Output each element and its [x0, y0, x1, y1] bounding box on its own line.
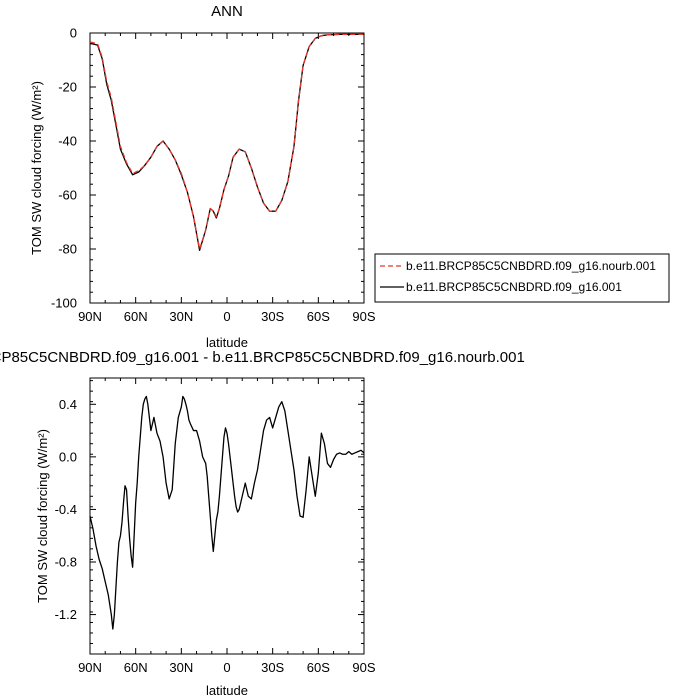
- bottom-x-tick-label: 60S: [307, 660, 330, 675]
- top-y-tick-label: -100: [51, 296, 77, 311]
- top-x-tick-label: 60S: [307, 309, 330, 324]
- top-y-tick-label: -40: [58, 134, 77, 149]
- bottom-y-tick-label: -1.2: [55, 607, 77, 622]
- top-x-tick-label: 30N: [169, 309, 193, 324]
- top-x-tick-label: 60N: [124, 309, 148, 324]
- bottom-x-tick-label: 60N: [124, 660, 148, 675]
- top-panel: ANN 90N 60N 30N 0 30S 60S 90S -100 -80 -60 -40 -20 0…: [29, 3, 376, 350]
- top-y-tick-label: 0: [70, 26, 77, 41]
- top-axis-ticks: 90N 60N 30N 0 30S 60S 90S -100 -80 -60 -40 -20 0: [51, 26, 376, 325]
- bottom-chart-title: b.e11.BRCP85C5CNBDRD.f09_g16.001 - b.e11…: [0, 349, 525, 366]
- top-x-axis-title: latitude: [206, 335, 248, 350]
- bottom-x-tick-label: 0: [223, 660, 230, 675]
- bottom-x-tick-label: 90N: [78, 660, 102, 675]
- top-plot-frame: [89, 32, 365, 304]
- bottom-x-tick-label: 30S: [261, 660, 284, 675]
- legend-label-nourb: b.e11.BRCP85C5CNBDRD.f09_g16.nourb.001: [406, 259, 656, 273]
- bottom-y-tick-label: -0.4: [55, 502, 77, 517]
- bottom-series-line-0: [89, 395, 365, 630]
- bottom-y-tick-label: -0.8: [55, 555, 77, 570]
- bottom-axis-ticks: 90N 60N 30N 0 30S 60S 90S -1.2 -0.8 -0.4 0.0 0.4: [55, 378, 376, 675]
- top-y-tick-label: -60: [58, 188, 77, 203]
- top-chart-title: ANN: [211, 3, 243, 20]
- legend-label-control: b.e11.BRCP85C5CNBDRD.f09_g16.001: [406, 280, 622, 294]
- bottom-x-tick-label: 30N: [169, 660, 193, 675]
- top-series-line-0: [89, 33, 364, 250]
- legend-box: [374, 253, 670, 303]
- top-series-group: [89, 33, 364, 252]
- bottom-y-axis-title: TOM SW cloud forcing (W/m²): [35, 429, 50, 603]
- bottom-y-tick-label: 0.0: [59, 449, 77, 464]
- top-y-axis-title: TOM SW cloud forcing (W/m²): [29, 81, 44, 255]
- top-y-tick-label: -20: [58, 80, 77, 95]
- bottom-y-tick-label: 0.4: [59, 397, 77, 412]
- top-x-tick-label: 90N: [78, 309, 102, 324]
- bottom-x-axis-title: latitude: [206, 683, 248, 698]
- top-x-tick-label: 0: [223, 309, 230, 324]
- top-x-tick-label: 30S: [261, 309, 284, 324]
- legend: b.e11.BRCP85C5CNBDRD.f09_g16.nourb.001 b…: [374, 253, 670, 303]
- top-y-tick-label: -80: [58, 242, 77, 257]
- top-x-tick-label: 90S: [352, 309, 375, 324]
- top-series-line-1: [89, 33, 364, 252]
- bottom-x-tick-label: 90S: [352, 660, 375, 675]
- bottom-panel: b.e11.BRCP85C5CNBDRD.f09_g16.001 - b.e11…: [0, 349, 525, 698]
- bottom-series-group: [89, 395, 365, 630]
- bottom-plot-frame: [89, 377, 365, 655]
